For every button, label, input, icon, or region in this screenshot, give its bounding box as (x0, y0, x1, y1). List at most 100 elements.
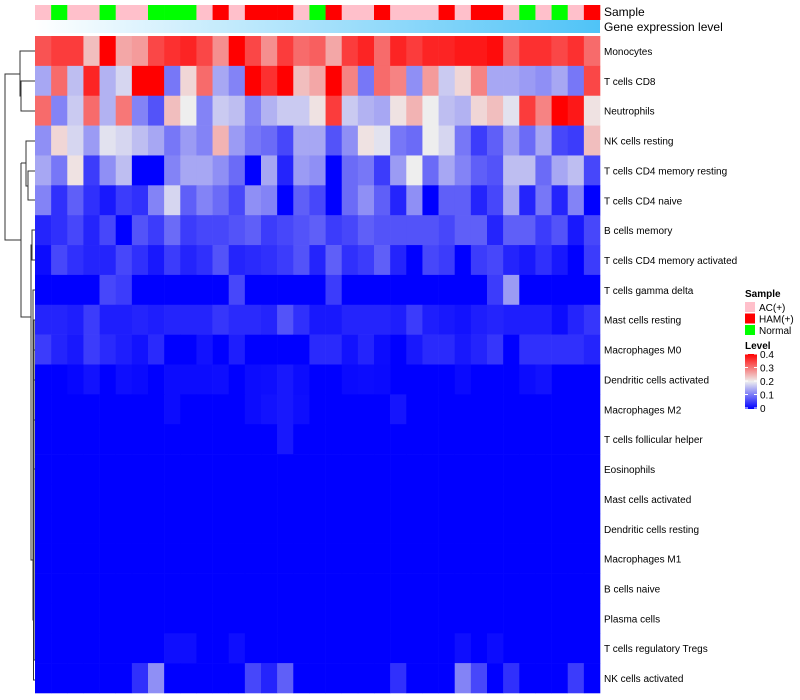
heatmap-cell (67, 334, 84, 365)
heatmap-cell (148, 424, 165, 455)
heatmap-cell (374, 364, 391, 395)
heatmap-cell (470, 125, 488, 156)
heatmap-cell (422, 483, 439, 515)
heatmap-cell (374, 633, 391, 664)
heatmap-cell (454, 394, 472, 425)
heatmap-cell (406, 36, 423, 67)
heatmap-cell (180, 483, 197, 515)
heatmap-cell (261, 513, 278, 544)
sample-annotation-cell (67, 5, 84, 20)
heatmap-cell (67, 185, 84, 216)
heatmap-cell (390, 394, 407, 425)
heatmap-cell (51, 394, 68, 425)
heatmap-cell (487, 65, 504, 97)
sample-legend-label: HAM(+) (759, 315, 794, 326)
sample-annotation-cell (277, 5, 294, 20)
heatmap-cell (228, 513, 246, 544)
heatmap-cell (244, 483, 262, 515)
heatmap-cell (438, 364, 456, 395)
heatmap-cell (35, 543, 52, 574)
row-label: Neutrophils (604, 107, 655, 118)
heatmap-cell (454, 513, 472, 544)
heatmap-cell (503, 274, 520, 306)
row-label: T cells regulatory Tregs (604, 644, 708, 655)
sample-annotation-cell (244, 5, 262, 20)
heatmap-cell (519, 663, 536, 694)
heatmap-cell (438, 155, 456, 186)
heatmap-cell (115, 245, 133, 276)
heatmap-cell (374, 573, 391, 604)
heatmap-cell (309, 513, 326, 544)
heatmap-cell (228, 215, 246, 246)
row-label: Mast cells resting (604, 316, 681, 327)
heatmap-cell (487, 633, 504, 664)
heatmap-cell (228, 424, 246, 455)
heatmap-cell (454, 304, 472, 335)
heatmap-cell (293, 573, 310, 604)
heatmap-cell (115, 424, 133, 455)
sample-annotation-cell (374, 5, 391, 20)
heatmap-cell (567, 215, 585, 246)
heatmap-cell (470, 483, 488, 515)
heatmap-cell (357, 424, 375, 455)
heatmap-cell (519, 185, 536, 216)
heatmap-cell (277, 274, 294, 306)
heatmap-cell (212, 125, 230, 156)
heatmap-cell (341, 36, 359, 67)
heatmap-cell (261, 483, 278, 515)
heatmap-cell (67, 65, 84, 97)
heatmap-cell (422, 573, 439, 604)
heatmap-cell (35, 603, 52, 634)
heatmap-cell (115, 65, 133, 97)
heatmap-cell (83, 663, 100, 694)
heatmap-cell (438, 573, 456, 604)
heatmap-cell (503, 155, 520, 186)
heatmap-cell (228, 334, 246, 365)
heatmap-cell (470, 334, 488, 365)
heatmap-cell (212, 245, 230, 276)
heatmap-cell (341, 185, 359, 216)
heatmap-cell (325, 543, 343, 574)
heatmap-cell (115, 125, 133, 156)
heatmap-cell (51, 543, 68, 574)
heatmap-cell (357, 185, 375, 216)
heatmap-cell (325, 36, 343, 67)
heatmap-cell (470, 185, 488, 216)
heatmap-cell (390, 543, 407, 574)
sample-legend-title: Sample (745, 289, 781, 300)
heatmap-cell (244, 274, 262, 306)
heatmap-cell (583, 663, 601, 694)
heatmap-cell (131, 513, 149, 544)
heatmap-cell (341, 65, 359, 97)
heatmap-cell (277, 394, 294, 425)
heatmap-cell (454, 663, 472, 694)
heatmap-cell (390, 483, 407, 515)
heatmap-cell (148, 663, 165, 694)
heatmap-cell (99, 65, 117, 97)
sample-annotation-cell (196, 5, 213, 20)
heatmap-cell (196, 334, 213, 365)
heatmap-cell (67, 245, 84, 276)
heatmap-cell (357, 573, 375, 604)
heatmap-cell (519, 95, 536, 126)
heatmap-cell (374, 394, 391, 425)
heatmap-cell (357, 245, 375, 276)
heatmap-cell (83, 543, 100, 574)
heatmap-cell (115, 633, 133, 664)
heatmap-cell (374, 513, 391, 544)
sample-annotation-cell (212, 5, 230, 20)
heatmap-cell (164, 185, 181, 216)
heatmap-cell (196, 573, 213, 604)
heatmap-cell (228, 633, 246, 664)
heatmap-cell (422, 95, 439, 126)
heatmap-cell (51, 334, 68, 365)
heatmap-cell (35, 125, 52, 156)
heatmap-cell (454, 633, 472, 664)
heatmap-cell (390, 155, 407, 186)
heatmap-cell (212, 483, 230, 515)
heatmap-cell (293, 633, 310, 664)
heatmap-cell (99, 394, 117, 425)
heatmap-cell (487, 513, 504, 544)
heatmap-cell (99, 36, 117, 67)
heatmap-cell (374, 483, 391, 515)
